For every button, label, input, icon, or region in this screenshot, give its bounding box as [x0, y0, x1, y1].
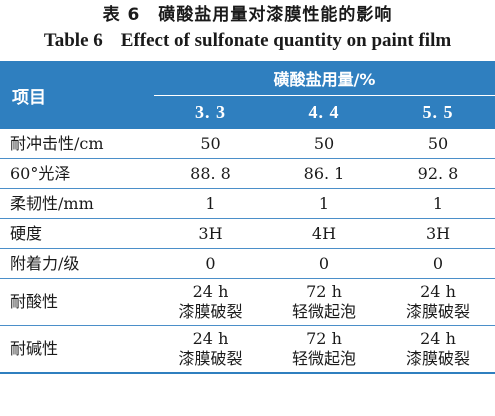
row-label: 耐酸性 [0, 278, 154, 326]
cell-result: 漆膜破裂 [178, 302, 243, 321]
table-row: 耐酸性 24 h 漆膜破裂 72 h 轻微起泡 24 h 漆膜破裂 [0, 278, 495, 326]
table-cell: 0 [381, 248, 495, 279]
table-cell: 92. 8 [381, 158, 495, 189]
table-cell: 4H [267, 218, 381, 249]
table-cell: 24 h 漆膜破裂 [154, 278, 267, 326]
cell-duration: 24 h [192, 282, 229, 301]
table-row: 柔韧性/mm 1 1 1 [0, 188, 495, 219]
cell-duration: 72 h [306, 329, 342, 348]
table-cell: 0 [267, 248, 381, 279]
table-row: 附着力/级 0 0 0 [0, 248, 495, 279]
table-cell: 24 h 漆膜破裂 [381, 325, 495, 374]
table-cell: 3H [381, 218, 495, 249]
cell-result: 轻微起泡 [291, 349, 356, 368]
table-cell: 3H [154, 218, 267, 249]
table-cell: 50 [154, 129, 267, 159]
data-table: 项目 磺酸盐用量/% 3. 3 4. 4 5. 5 耐冲击性/cm 50 50 … [0, 61, 495, 374]
table-title: Effect of sulfonate quantity on paint fi… [120, 30, 452, 51]
table-row: 耐冲击性/cm 50 50 50 [0, 129, 495, 159]
header-sulfonate-quantity: 磺酸盐用量/% [154, 61, 495, 96]
header-column-1: 3. 3 [154, 95, 267, 129]
table-cell: 88. 8 [154, 158, 267, 189]
table-cell: 1 [154, 188, 267, 219]
table-cell: 0 [154, 248, 267, 279]
cell-result: 漆膜破裂 [406, 302, 471, 321]
row-label: 耐碱性 [0, 325, 154, 374]
table-row: 60°光泽 88. 8 86. 1 92. 8 [0, 158, 495, 189]
table-caption-english: Table 6 Effect of sulfonate quantity on p… [0, 29, 495, 53]
header-item: 项目 [0, 61, 154, 129]
row-label: 耐冲击性/cm [0, 129, 154, 159]
table-cell: 1 [267, 188, 381, 219]
cell-duration: 24 h [420, 329, 456, 348]
table-caption-chinese: 表 6 磺酸盐用量对漆膜性能的影响 [102, 5, 393, 25]
table-row: 硬度 3H 4H 3H [0, 218, 495, 249]
cell-result: 漆膜破裂 [178, 349, 243, 368]
cell-duration: 24 h [192, 329, 229, 348]
table-cell: 50 [381, 129, 495, 159]
table-label: Table 6 [43, 30, 103, 51]
table-cell: 72 h 轻微起泡 [267, 278, 381, 326]
row-label: 60°光泽 [0, 158, 154, 189]
table-cell: 86. 1 [267, 158, 381, 189]
table-cell: 24 h 漆膜破裂 [154, 325, 267, 374]
cell-duration: 24 h [420, 282, 456, 301]
table-header: 项目 磺酸盐用量/% 3. 3 4. 4 5. 5 [0, 61, 495, 129]
cell-duration: 72 h [306, 282, 342, 301]
cell-result: 漆膜破裂 [406, 349, 471, 368]
cell-result: 轻微起泡 [291, 302, 356, 321]
table-row: 耐碱性 24 h 漆膜破裂 72 h 轻微起泡 24 h 漆膜破裂 [0, 325, 495, 374]
table-cell: 50 [267, 129, 381, 159]
table-cell: 1 [381, 188, 495, 219]
header-column-3: 5. 5 [381, 95, 495, 129]
header-column-2: 4. 4 [267, 95, 381, 129]
table-cell: 72 h 轻微起泡 [267, 325, 381, 374]
table-cell: 24 h 漆膜破裂 [381, 278, 495, 326]
row-label: 附着力/级 [0, 248, 154, 279]
row-label: 柔韧性/mm [0, 188, 154, 219]
row-label: 硬度 [0, 218, 154, 249]
table-body: 耐冲击性/cm 50 50 50 60°光泽 88. 8 86. 1 92. 8… [0, 129, 495, 374]
